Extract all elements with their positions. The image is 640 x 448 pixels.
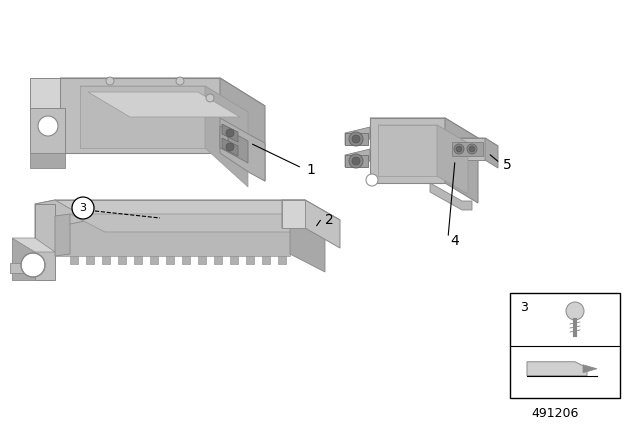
Polygon shape [70,256,78,264]
Polygon shape [150,256,158,264]
Text: 5: 5 [503,158,512,172]
Polygon shape [345,133,368,145]
Circle shape [226,129,234,137]
Circle shape [176,77,184,85]
Polygon shape [118,256,126,264]
Polygon shape [55,200,340,220]
Polygon shape [30,153,65,168]
Circle shape [456,146,462,152]
Text: 3: 3 [79,203,86,213]
Polygon shape [378,125,468,143]
Polygon shape [60,78,265,106]
Polygon shape [60,78,220,153]
Polygon shape [10,263,35,273]
Polygon shape [35,200,55,260]
Polygon shape [290,214,325,272]
Polygon shape [282,200,340,248]
Polygon shape [86,256,94,264]
Circle shape [349,154,363,168]
Polygon shape [370,118,445,183]
Polygon shape [30,108,65,153]
Bar [510,293,620,398]
Circle shape [24,256,42,274]
Polygon shape [70,214,325,232]
Text: 1: 1 [306,163,315,177]
Polygon shape [134,256,142,264]
Circle shape [72,197,94,219]
Polygon shape [345,149,370,167]
Polygon shape [230,256,238,264]
Polygon shape [80,86,248,112]
Polygon shape [262,256,270,264]
Polygon shape [430,183,472,210]
Polygon shape [452,142,483,156]
Polygon shape [205,86,248,187]
Polygon shape [378,125,437,176]
Polygon shape [450,138,485,160]
Polygon shape [222,124,238,142]
Polygon shape [220,78,265,181]
Text: 491206: 491206 [531,406,579,419]
Polygon shape [282,200,305,228]
Polygon shape [485,138,498,168]
Circle shape [469,146,475,152]
Circle shape [206,94,214,102]
Polygon shape [246,256,254,264]
Circle shape [352,135,360,143]
Text: 3: 3 [520,301,528,314]
Circle shape [454,144,464,154]
Circle shape [226,143,234,151]
Polygon shape [35,204,55,280]
Circle shape [566,302,584,320]
Polygon shape [102,256,110,264]
Polygon shape [450,138,498,146]
Polygon shape [214,256,222,264]
Polygon shape [166,256,174,264]
Circle shape [467,144,477,154]
Polygon shape [527,362,587,376]
Text: 4: 4 [450,234,459,248]
Polygon shape [12,238,35,280]
Polygon shape [30,78,60,108]
Polygon shape [370,118,478,138]
Text: 2: 2 [325,213,333,227]
Circle shape [366,174,378,186]
Polygon shape [198,256,206,264]
Polygon shape [55,216,290,256]
Polygon shape [182,256,190,264]
Polygon shape [80,86,205,148]
Polygon shape [437,125,468,194]
Polygon shape [88,92,240,117]
Polygon shape [55,214,70,256]
Polygon shape [220,126,228,152]
Polygon shape [345,127,370,145]
Polygon shape [583,365,597,373]
Polygon shape [345,155,368,167]
Polygon shape [222,138,238,156]
Polygon shape [12,238,55,252]
Polygon shape [445,118,478,203]
Polygon shape [278,256,286,264]
Circle shape [349,132,363,146]
Circle shape [21,253,45,277]
Polygon shape [228,130,248,163]
Circle shape [106,77,114,85]
Polygon shape [220,118,265,181]
Circle shape [38,116,58,136]
Polygon shape [35,200,90,224]
Polygon shape [55,200,305,218]
Circle shape [352,157,360,165]
